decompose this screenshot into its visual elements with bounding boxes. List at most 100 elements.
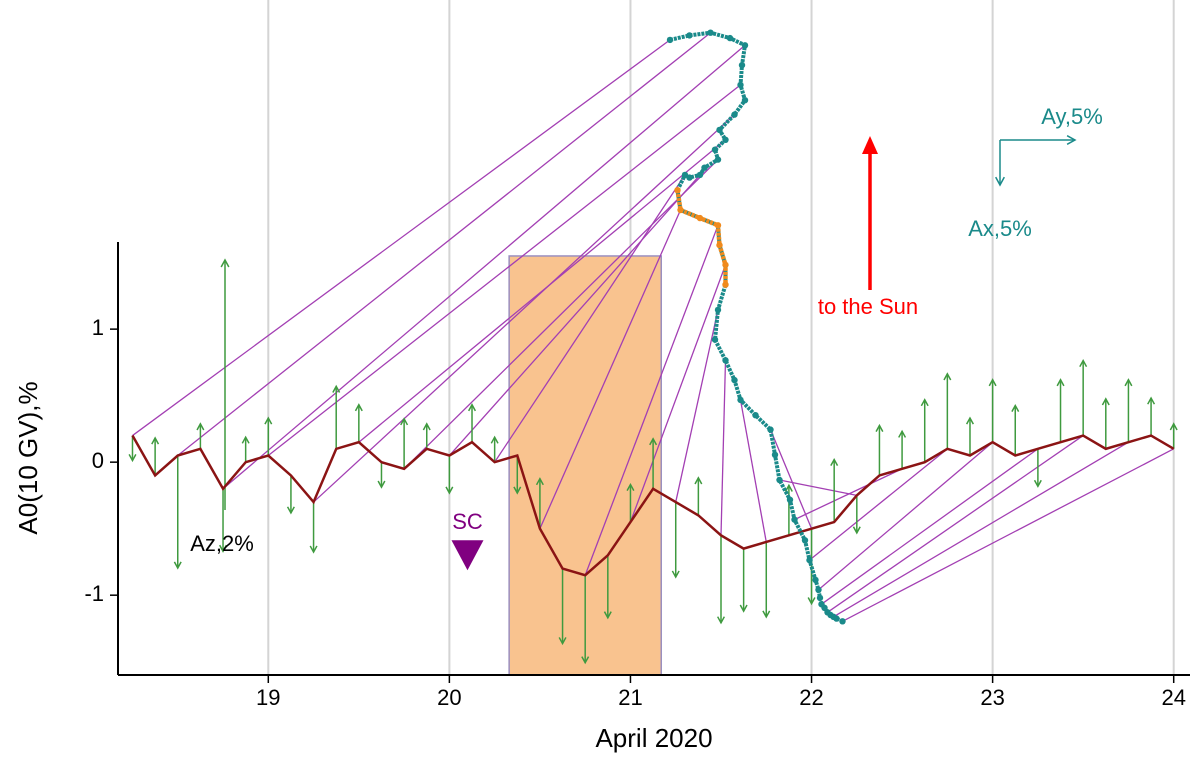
hodograph-point <box>791 516 798 523</box>
hodograph-point <box>839 618 846 625</box>
arrow-head <box>716 616 726 625</box>
x-tick-label: 23 <box>980 685 1004 710</box>
arrow-head <box>377 480 386 489</box>
sc-label: SC <box>452 509 483 534</box>
hodograph-point <box>696 214 704 222</box>
connector <box>358 139 726 443</box>
arrow-head <box>943 372 952 381</box>
connector <box>494 174 686 463</box>
hodograph-point <box>806 556 813 564</box>
hodograph-point <box>726 34 734 42</box>
hodograph-point <box>771 451 779 458</box>
connector <box>313 114 735 503</box>
y-tick-label: 0 <box>92 448 104 473</box>
ay-scale-label: Ay,5% <box>1041 104 1103 129</box>
hodograph-point <box>815 586 822 593</box>
connector <box>739 399 767 543</box>
arrow-head <box>219 544 228 553</box>
sc-marker <box>451 540 484 571</box>
hodograph-point <box>716 126 723 134</box>
y-axis-label: A0(10 GV),% <box>13 381 43 534</box>
az-scale-label: Az,2% <box>190 531 254 556</box>
hodograph-line <box>669 30 844 624</box>
connector <box>794 468 903 521</box>
hodograph-point <box>722 136 729 143</box>
hodograph-point <box>821 604 828 611</box>
connector <box>539 209 682 529</box>
hodograph-point <box>731 111 738 118</box>
hodograph-point <box>722 281 729 288</box>
connector <box>720 360 727 536</box>
hodograph-point <box>714 156 722 163</box>
connector <box>629 264 727 523</box>
arrow-head <box>490 435 499 444</box>
arrow-head <box>220 258 230 268</box>
arrow-head <box>581 656 590 665</box>
a0-line <box>131 434 1175 577</box>
connector <box>821 448 1039 605</box>
arrow-head <box>694 476 703 485</box>
arrow-head <box>354 403 363 412</box>
arrow-head <box>173 561 182 570</box>
arrow-head <box>1147 396 1156 405</box>
x-axis-label: April 2020 <box>595 723 712 753</box>
x-tick-label: 19 <box>256 685 280 710</box>
arrow-head <box>332 384 341 393</box>
arrow-head <box>535 477 544 486</box>
x-tick-label: 22 <box>799 685 823 710</box>
arrow-head <box>400 417 409 426</box>
arrow-head <box>241 435 250 444</box>
hodograph-point <box>707 29 714 36</box>
hodograph-point <box>674 187 681 194</box>
connector <box>675 309 719 503</box>
connector <box>267 84 741 457</box>
hodograph-point <box>701 164 708 171</box>
sun-label: to the Sun <box>818 294 918 319</box>
hodograph-point <box>776 476 783 484</box>
arrow-head <box>445 486 454 495</box>
arrow-head <box>1033 479 1042 488</box>
arrow-head <box>513 486 522 495</box>
arrow-head <box>649 437 658 446</box>
arrow-head <box>807 597 816 606</box>
arrow-head <box>762 610 771 619</box>
y-tick-label: -1 <box>84 581 104 606</box>
arrow-head <box>739 604 748 613</box>
arrow-head <box>1169 422 1178 431</box>
arrow-head <box>1056 378 1065 387</box>
arrow-head <box>1124 378 1133 387</box>
arrow-head <box>558 637 567 646</box>
hodograph-point <box>677 206 684 214</box>
x-tick-label: 21 <box>618 685 642 710</box>
arrow-head <box>988 378 997 387</box>
hodograph-point <box>714 222 722 229</box>
x-tick-label: 20 <box>437 685 461 710</box>
y-tick-label: 1 <box>92 315 104 340</box>
hodograph-point <box>741 97 749 104</box>
connector <box>779 479 857 497</box>
hodograph-point <box>681 171 689 179</box>
arrow-head <box>286 506 295 515</box>
arrow-head <box>920 398 929 407</box>
arrow-head <box>671 570 680 579</box>
arrow-head <box>151 436 160 445</box>
hodograph-point <box>731 376 738 384</box>
hodograph-point <box>686 32 693 39</box>
arrow-head <box>995 176 1005 187</box>
hodograph-point <box>812 576 819 584</box>
arrow-head <box>626 482 635 492</box>
arrow-head <box>196 422 205 431</box>
connector <box>403 159 719 470</box>
arrow-head <box>128 454 137 463</box>
hodograph-point <box>737 396 744 404</box>
x-tick-label: 24 <box>1161 685 1185 710</box>
hodograph-point <box>666 36 674 44</box>
arrow-head <box>830 457 839 467</box>
arrow-head <box>422 422 431 431</box>
arrow-head <box>309 545 318 554</box>
connector <box>769 429 813 529</box>
arrow-head <box>1066 135 1077 145</box>
connector <box>833 441 1129 618</box>
hodograph-point <box>801 537 809 544</box>
